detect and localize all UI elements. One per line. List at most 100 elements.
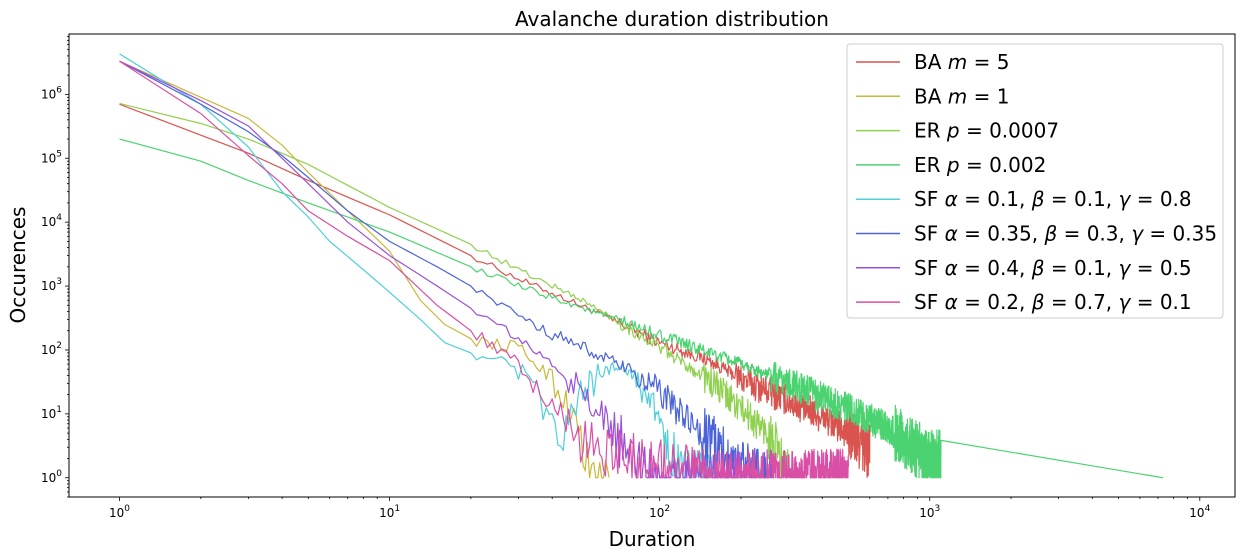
- x-tick-exp: 1: [394, 504, 400, 514]
- legend-value: = 0.35: [1143, 222, 1217, 246]
- legend-symbol: m: [948, 84, 967, 108]
- legend-label: SF α = 0.4, β = 0.1, γ = 0.5: [914, 256, 1192, 280]
- legend-prefix: BA: [914, 50, 948, 74]
- legend-value: = 0.4,: [958, 256, 1032, 280]
- x-tick-label: 100: [109, 504, 130, 520]
- legend-value: = 1: [967, 84, 1009, 108]
- x-tick-base: 10: [649, 506, 664, 520]
- legend-symbol: α: [945, 222, 958, 246]
- legend-label: SF α = 0.35, β = 0.3, γ = 0.35: [914, 222, 1217, 246]
- y-tick-exp: 3: [56, 277, 62, 287]
- series-line: [119, 53, 716, 479]
- legend-symbol: β: [1031, 256, 1045, 280]
- legend-symbol: β: [1031, 290, 1045, 314]
- legend-value: = 0.0007: [960, 119, 1059, 143]
- legend-box: [846, 43, 1224, 319]
- x-tick-base: 10: [109, 506, 124, 520]
- legend-prefix: SF: [914, 256, 945, 280]
- legend-label: BA m = 5: [914, 50, 1009, 74]
- y-tick-label: 104: [41, 213, 62, 229]
- legend-value: = 0.002: [960, 153, 1047, 177]
- legend-value: = 0.1: [1130, 290, 1191, 314]
- x-axis: 100 101 102 103 104: [109, 497, 1211, 520]
- y-tick-exp: 5: [56, 149, 62, 159]
- y-tick-label: 101: [41, 405, 62, 421]
- legend-value: = 0.1,: [1045, 187, 1119, 211]
- legend-label: ER p = 0.0007: [914, 119, 1059, 143]
- y-tick-base: 10: [41, 87, 56, 101]
- legend-prefix: SF: [914, 290, 945, 314]
- y-tick-base: 10: [41, 151, 56, 165]
- y-tick-base: 10: [41, 215, 56, 229]
- x-tick-label: 101: [379, 504, 400, 520]
- legend-label: BA m = 1: [914, 84, 1009, 108]
- legend-value: = 5: [967, 50, 1009, 74]
- legend-value: = 0.2,: [958, 290, 1032, 314]
- legend-symbol: γ: [1131, 222, 1144, 246]
- series-line: [119, 60, 773, 479]
- legend-symbol: α: [945, 290, 958, 314]
- x-tick-exp: 0: [124, 504, 130, 514]
- legend-prefix: SF: [914, 187, 945, 211]
- legend-symbol: β: [1031, 187, 1045, 211]
- legend-value: = 0.35,: [958, 222, 1045, 246]
- y-tick-exp: 4: [56, 213, 62, 223]
- series-line: [119, 60, 742, 479]
- y-tick-base: 10: [41, 343, 56, 357]
- legend-symbol: m: [948, 50, 967, 74]
- legend-symbol: γ: [1119, 256, 1132, 280]
- legend-label: SF α = 0.1, β = 0.1, γ = 0.8: [914, 187, 1192, 211]
- legend-label: ER p = 0.002: [914, 153, 1046, 177]
- y-tick-base: 10: [41, 407, 56, 421]
- x-tick-exp: 4: [1205, 504, 1211, 514]
- x-tick-base: 10: [919, 506, 934, 520]
- y-tick-label: 105: [41, 149, 62, 165]
- x-tick-base: 10: [1189, 506, 1204, 520]
- x-tick-base: 10: [379, 506, 394, 520]
- x-tick-exp: 2: [664, 504, 670, 514]
- series-layer: [119, 53, 1163, 479]
- legend-symbol: p: [946, 119, 960, 143]
- y-tick-exp: 1: [56, 405, 62, 415]
- series-line: [119, 60, 610, 479]
- legend-symbol: α: [945, 187, 958, 211]
- x-tick-label: 104: [1189, 504, 1210, 520]
- legend-symbol: β: [1043, 222, 1057, 246]
- legend-prefix: BA: [914, 84, 948, 108]
- series-line: [119, 103, 871, 479]
- y-tick-exp: 0: [56, 469, 62, 479]
- legend-symbol: α: [945, 256, 958, 280]
- y-tick-label: 106: [41, 85, 62, 101]
- legend-value: = 0.1,: [1045, 256, 1119, 280]
- legend-value: = 0.1,: [958, 187, 1032, 211]
- y-tick-exp: 6: [56, 85, 62, 95]
- legend-prefix: SF: [914, 222, 945, 246]
- legend-value: = 0.5: [1130, 256, 1191, 280]
- legend-symbol: p: [946, 153, 960, 177]
- legend-prefix: ER: [914, 119, 947, 143]
- series-line: [119, 60, 850, 479]
- y-axis-label: Occurences: [6, 207, 30, 324]
- legend-prefix: ER: [914, 153, 947, 177]
- legend-value: = 0.7,: [1045, 290, 1119, 314]
- plot-frame: [68, 33, 1236, 498]
- y-tick-base: 10: [41, 279, 56, 293]
- y-tick-exp: 2: [56, 341, 62, 351]
- legend-value: = 0.3,: [1057, 222, 1131, 246]
- series-line: [119, 102, 790, 479]
- chart-title: Avalanche duration distribution: [515, 7, 829, 31]
- series-line: [119, 138, 1163, 479]
- legend-symbol: γ: [1119, 290, 1132, 314]
- legend-symbol: γ: [1119, 187, 1132, 211]
- legend-label: SF α = 0.2, β = 0.7, γ = 0.1: [914, 290, 1192, 314]
- y-tick-label: 103: [41, 277, 62, 293]
- x-tick-exp: 3: [935, 504, 941, 514]
- y-tick-label: 102: [41, 341, 62, 357]
- x-axis-label: Duration: [609, 527, 696, 551]
- y-tick-base: 10: [41, 471, 56, 485]
- x-tick-label: 103: [919, 504, 940, 520]
- legend-value: = 0.8: [1130, 187, 1191, 211]
